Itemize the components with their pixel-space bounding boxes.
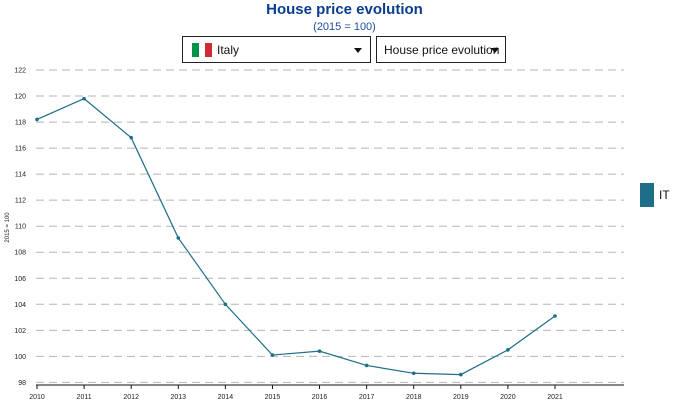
data-point <box>411 371 416 376</box>
x-tick-label: 2020 <box>500 394 516 401</box>
y-tick-label: 110 <box>15 224 26 231</box>
y-tick-label: 108 <box>14 250 26 257</box>
series-line-it <box>36 97 556 376</box>
x-tick-label: 2015 <box>265 394 281 401</box>
data-point <box>364 363 369 368</box>
x-tick-label: 2012 <box>123 394 139 401</box>
legend-swatch-it <box>640 183 654 207</box>
y-tick-label: 118 <box>15 120 26 127</box>
x-tick-label: 2021 <box>547 394 563 401</box>
y-tick-label: 102 <box>14 328 26 335</box>
x-tick-label: 2014 <box>218 394 234 401</box>
data-point <box>176 236 181 240</box>
x-tick-label: 2011 <box>77 394 92 401</box>
country-dropdown[interactable]: Italy <box>182 36 371 63</box>
y-tick-label: 100 <box>14 354 26 361</box>
x-tick-label: 2018 <box>406 394 422 401</box>
data-point <box>270 353 275 357</box>
data-point <box>459 372 463 377</box>
x-tick-label: 2017 <box>359 394 375 401</box>
y-tick-label: 106 <box>14 276 26 283</box>
x-tick-label: 2016 <box>312 394 328 401</box>
y-axis-label: 2015 = 100 <box>5 212 11 243</box>
gridlines <box>36 69 624 383</box>
axes: 98 100 102 104 106 108 110 112 114 116 118 120 122 20… <box>5 68 624 401</box>
data-point <box>506 348 510 352</box>
data-point <box>82 96 86 101</box>
x-tick-label: 2013 <box>170 394 186 401</box>
chart-title: House price evolution <box>266 1 423 18</box>
chevron-down-icon <box>491 48 499 53</box>
italy-flag-icon <box>192 43 213 57</box>
data-point <box>129 135 133 140</box>
y-tick-label: 104 <box>14 302 26 309</box>
y-tick-label: 116 <box>15 146 26 153</box>
y-tick-label: 122 <box>14 68 26 75</box>
y-tick-label: 112 <box>15 198 26 205</box>
data-point <box>223 302 228 307</box>
country-dropdown-label: Italy <box>217 43 240 57</box>
y-tick-label: 114 <box>15 172 26 179</box>
y-tick-label: 120 <box>14 94 26 101</box>
y-tick-label: 98 <box>18 380 26 387</box>
indicator-dropdown[interactable]: House price evolution <box>376 36 506 63</box>
x-tick-label: 2019 <box>453 394 469 401</box>
data-point <box>35 117 39 122</box>
chart-subtitle: (2015 = 100) <box>313 21 376 33</box>
series-it <box>35 96 557 377</box>
legend-label-it: IT <box>659 188 670 202</box>
data-point <box>553 314 557 318</box>
chevron-down-icon <box>354 48 362 53</box>
data-point <box>317 349 322 353</box>
indicator-dropdown-label: House price evolution <box>384 43 500 57</box>
x-tick-label: 2010 <box>29 394 45 401</box>
